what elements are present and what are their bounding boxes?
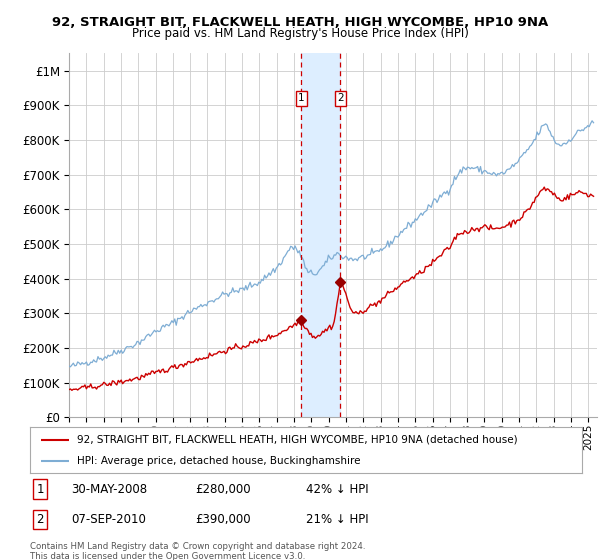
Text: 21% ↓ HPI: 21% ↓ HPI [306, 513, 368, 526]
Text: 2: 2 [337, 94, 344, 103]
Text: 30-MAY-2008: 30-MAY-2008 [71, 483, 148, 496]
Text: 42% ↓ HPI: 42% ↓ HPI [306, 483, 368, 496]
Text: Price paid vs. HM Land Registry's House Price Index (HPI): Price paid vs. HM Land Registry's House … [131, 27, 469, 40]
Text: 1: 1 [36, 483, 44, 496]
Text: 2: 2 [36, 513, 44, 526]
Text: Contains HM Land Registry data © Crown copyright and database right 2024.
This d: Contains HM Land Registry data © Crown c… [30, 542, 365, 560]
Text: 07-SEP-2010: 07-SEP-2010 [71, 513, 146, 526]
Text: 1: 1 [298, 94, 304, 103]
Text: 92, STRAIGHT BIT, FLACKWELL HEATH, HIGH WYCOMBE, HP10 9NA: 92, STRAIGHT BIT, FLACKWELL HEATH, HIGH … [52, 16, 548, 29]
Bar [301, 53, 340, 417]
Text: £280,000: £280,000 [196, 483, 251, 496]
Text: HPI: Average price, detached house, Buckinghamshire: HPI: Average price, detached house, Buck… [77, 456, 361, 466]
Text: £390,000: £390,000 [196, 513, 251, 526]
Text: 92, STRAIGHT BIT, FLACKWELL HEATH, HIGH WYCOMBE, HP10 9NA (detached house): 92, STRAIGHT BIT, FLACKWELL HEATH, HIGH … [77, 435, 518, 445]
